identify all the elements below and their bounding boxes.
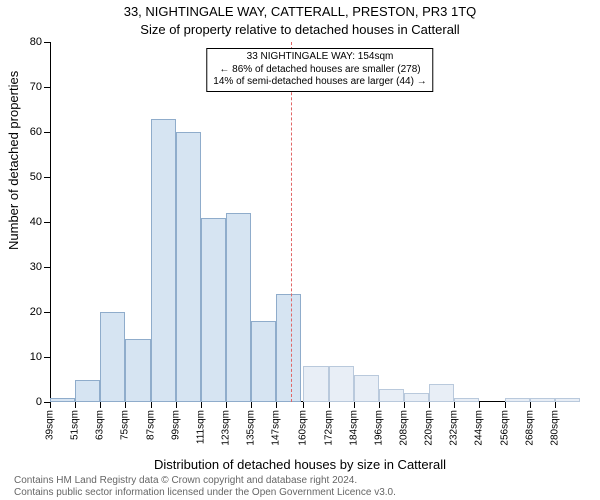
- x-tick-label: 196sqm: [373, 410, 384, 446]
- x-tick: [479, 402, 480, 408]
- y-tick: [44, 177, 50, 178]
- property-marker-line: [291, 42, 292, 402]
- y-tick: [44, 357, 50, 358]
- attribution-line-1: Contains HM Land Registry data © Crown c…: [14, 475, 396, 487]
- chart-subtitle: Size of property relative to detached ho…: [0, 22, 600, 37]
- y-tick: [44, 222, 50, 223]
- x-tick: [379, 402, 380, 408]
- y-tick: [44, 267, 50, 268]
- x-tick: [50, 402, 51, 408]
- y-tick-label: 20: [30, 306, 42, 318]
- property-size-chart: 33, NIGHTINGALE WAY, CATTERALL, PRESTON,…: [0, 0, 600, 500]
- x-tick: [454, 402, 455, 408]
- histogram-bar: [530, 398, 555, 403]
- x-tick-label: 39sqm: [45, 410, 56, 440]
- y-tick-label: 40: [30, 216, 42, 228]
- x-tick-label: 244sqm: [474, 410, 485, 446]
- y-tick-label: 10: [30, 351, 42, 363]
- chart-title: 33, NIGHTINGALE WAY, CATTERALL, PRESTON,…: [0, 4, 600, 19]
- y-tick-label: 70: [30, 81, 42, 93]
- y-tick-label: 30: [30, 261, 42, 273]
- histogram-bar: [151, 119, 176, 403]
- x-tick: [176, 402, 177, 408]
- x-tick: [226, 402, 227, 408]
- x-tick-label: 160sqm: [298, 410, 309, 446]
- histogram-bar: [329, 366, 354, 402]
- annotation-line: 14% of semi-detached houses are larger (…: [213, 76, 426, 89]
- x-tick-label: 280sqm: [549, 410, 560, 446]
- y-tick-label: 60: [30, 126, 42, 138]
- attribution-text: Contains HM Land Registry data © Crown c…: [14, 475, 396, 498]
- x-tick: [329, 402, 330, 408]
- x-tick-label: 147sqm: [271, 410, 282, 446]
- y-tick: [44, 312, 50, 313]
- x-tick-label: 111sqm: [195, 410, 206, 444]
- x-tick: [151, 402, 152, 408]
- histogram-bar: [379, 389, 404, 403]
- y-tick: [44, 87, 50, 88]
- histogram-bar: [226, 213, 251, 402]
- plot-area: 0102030405060708039sqm51sqm63sqm75sqm87s…: [50, 42, 580, 402]
- x-tick: [125, 402, 126, 408]
- histogram-bar: [454, 398, 479, 403]
- x-tick-label: 172sqm: [323, 410, 334, 446]
- y-tick-label: 0: [36, 396, 42, 408]
- x-axis-label: Distribution of detached houses by size …: [0, 457, 600, 472]
- x-tick-label: 208sqm: [399, 410, 410, 446]
- x-tick-label: 75sqm: [120, 410, 131, 440]
- x-tick: [100, 402, 101, 408]
- x-tick: [75, 402, 76, 408]
- histogram-bar: [276, 294, 301, 402]
- x-tick-label: 232sqm: [449, 410, 460, 446]
- histogram-bar: [176, 132, 201, 402]
- x-tick: [276, 402, 277, 408]
- x-tick-label: 135sqm: [246, 410, 257, 446]
- x-tick: [303, 402, 304, 408]
- histogram-bar: [505, 398, 530, 403]
- x-tick: [505, 402, 506, 408]
- x-tick: [251, 402, 252, 408]
- histogram-bar: [201, 218, 226, 403]
- x-tick-label: 123sqm: [220, 410, 231, 446]
- histogram-bar: [100, 312, 125, 402]
- x-tick-label: 87sqm: [145, 410, 156, 440]
- y-axis-line: [50, 42, 51, 402]
- histogram-bar: [75, 380, 100, 403]
- histogram-bar: [404, 393, 429, 402]
- x-tick-label: 268sqm: [524, 410, 535, 446]
- x-tick: [429, 402, 430, 408]
- y-tick-label: 80: [30, 36, 42, 48]
- y-tick: [44, 132, 50, 133]
- y-tick-label: 50: [30, 171, 42, 183]
- x-tick-label: 220sqm: [424, 410, 435, 446]
- histogram-bar: [429, 384, 454, 402]
- x-tick-label: 51sqm: [70, 410, 81, 440]
- x-tick-label: 99sqm: [170, 410, 181, 440]
- y-axis-label: Number of detached properties: [6, 71, 21, 250]
- histogram-bar: [555, 398, 580, 403]
- histogram-bar: [251, 321, 276, 402]
- x-tick-label: 184sqm: [348, 410, 359, 446]
- x-tick: [555, 402, 556, 408]
- x-tick-label: 256sqm: [499, 410, 510, 446]
- histogram-bar: [303, 366, 328, 402]
- histogram-bar: [50, 398, 75, 403]
- x-tick: [201, 402, 202, 408]
- x-tick: [354, 402, 355, 408]
- x-tick: [530, 402, 531, 408]
- attribution-line-2: Contains public sector information licen…: [14, 487, 396, 499]
- annotation-box: 33 NIGHTINGALE WAY: 154sqm← 86% of detac…: [206, 48, 433, 92]
- histogram-bar: [125, 339, 150, 402]
- histogram-bar: [354, 375, 379, 402]
- y-tick: [44, 42, 50, 43]
- x-tick-label: 63sqm: [95, 410, 106, 440]
- x-tick: [404, 402, 405, 408]
- annotation-line: ← 86% of detached houses are smaller (27…: [213, 64, 426, 77]
- annotation-line: 33 NIGHTINGALE WAY: 154sqm: [213, 51, 426, 64]
